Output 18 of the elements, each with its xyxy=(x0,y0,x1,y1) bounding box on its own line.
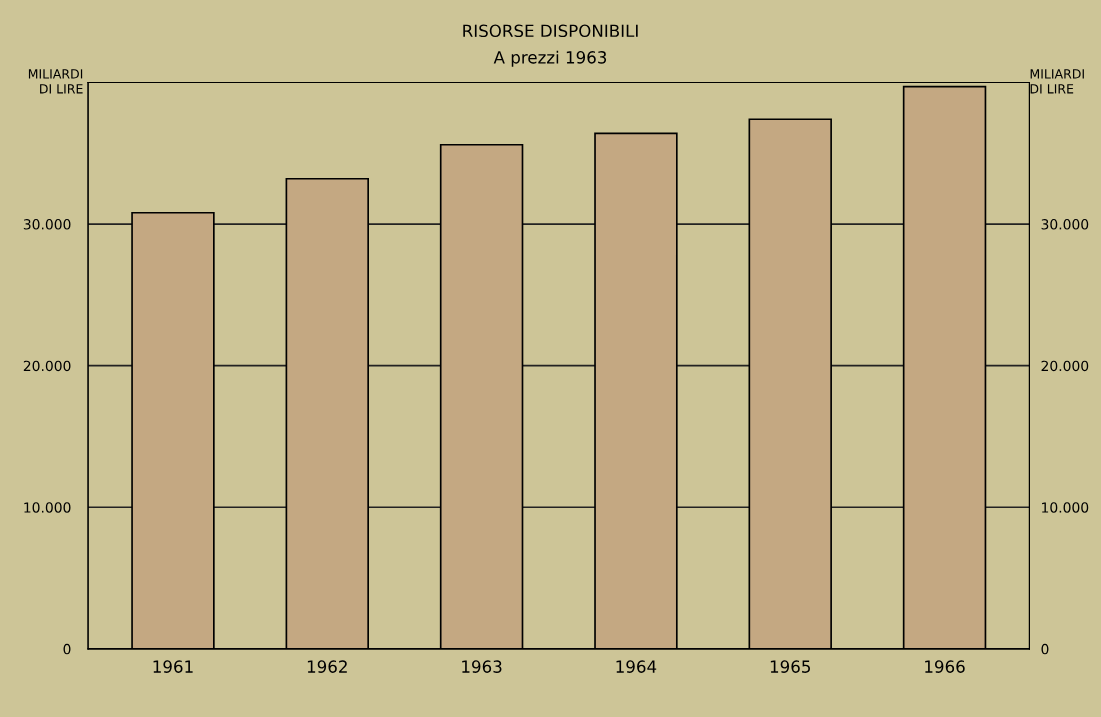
x-tick-label: 1961 xyxy=(153,660,193,673)
x-tick-label: 1962 xyxy=(307,660,347,673)
y2-tick-label: 20.000 xyxy=(1041,360,1089,372)
x-tick-label: 1965 xyxy=(770,660,810,673)
x-tick-label: 1964 xyxy=(616,660,657,673)
y-tick-label: 20.000 xyxy=(23,360,71,372)
y-tick-label: 10.000 xyxy=(24,502,71,513)
x-tick-label: 1963 xyxy=(462,660,502,673)
y-tick-label: 0 xyxy=(63,643,71,655)
y2-axis-title: MILIARDI DI LIRE xyxy=(1030,69,1084,94)
y-tick-label: 30.000 xyxy=(23,219,71,230)
y2-tick-label: 10.000 xyxy=(1042,502,1089,513)
chart-subtitle: A prezzi 1963 xyxy=(493,50,607,67)
y-axis-title: MILIARDI DI LIRE xyxy=(28,69,83,94)
x-tick-label: 1966 xyxy=(925,660,965,673)
y2-tick-label: 0 xyxy=(1041,643,1049,655)
chart-title: RISORSE DISPONIBILI xyxy=(463,24,638,38)
y2-tick-label: 30.000 xyxy=(1041,219,1089,230)
